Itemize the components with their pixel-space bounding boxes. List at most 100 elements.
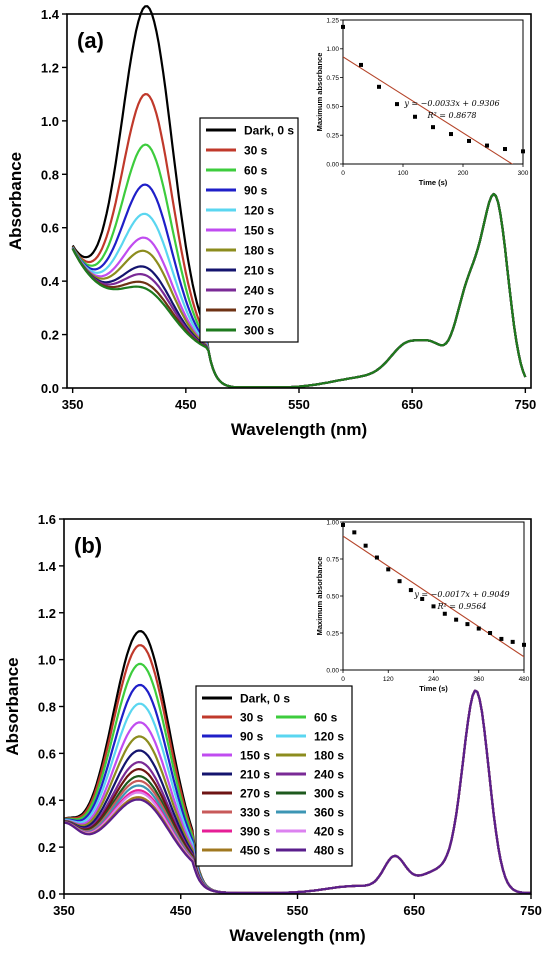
legend-entry: 180 s (244, 244, 274, 258)
x-tick-label: 650 (403, 903, 425, 918)
x-tick-label: 450 (175, 397, 197, 412)
inset-y-tick-label: 0.00 (326, 161, 339, 168)
legend-entry: 420 s (314, 825, 344, 839)
fit-line (343, 56, 514, 164)
y-tick-label: 1.4 (41, 7, 60, 22)
series-line (71, 192, 527, 389)
data-point (420, 596, 425, 601)
inset-y-tick-label: 0.00 (326, 667, 339, 674)
inset-y-tick-label: 1.00 (326, 519, 339, 526)
inset-x-tick-label: 0 (341, 170, 345, 177)
data-point (431, 125, 435, 130)
data-point (510, 639, 515, 644)
series-line (71, 192, 527, 389)
x-tick-label: 350 (53, 903, 75, 918)
legend-entry: 270 s (240, 787, 270, 801)
data-point (503, 147, 507, 152)
data-point (454, 617, 459, 622)
y-tick-label: 0.4 (41, 274, 60, 289)
legend-entry: Dark, 0 s (240, 692, 290, 706)
legend-entry: 270 s (244, 304, 274, 318)
fit-r2: R² = 0.9564 (436, 602, 486, 611)
legend-entry: 90 s (244, 184, 268, 198)
series-line (71, 192, 527, 389)
inset-y-axis-label: Maximum absorbance (315, 53, 324, 132)
inset-y-tick-label: 0.25 (326, 133, 339, 140)
inset-x-axis-label: Time (s) (419, 178, 448, 187)
inset-x-tick-label: 480 (519, 676, 530, 683)
inset-y-tick-label: 1.25 (326, 17, 339, 24)
y-axis-label: Absorbance (3, 657, 22, 755)
y-tick-label: 0.0 (41, 381, 59, 396)
data-point (485, 143, 489, 148)
series-line (71, 192, 527, 389)
inset-y-tick-label: 0.75 (326, 556, 339, 563)
series-line (71, 192, 527, 389)
legend-entry: 150 s (244, 224, 274, 238)
spectra (71, 5, 527, 389)
y-tick-label: 0.2 (41, 328, 59, 343)
y-tick-label: 0.2 (38, 840, 56, 855)
spectra (63, 630, 532, 895)
inset-x-axis-label: Time (s) (419, 684, 448, 693)
legend-entry: 480 s (314, 844, 344, 858)
legend-entry: 240 s (314, 768, 344, 782)
legend-entry: 240 s (244, 284, 274, 298)
data-point (359, 62, 363, 67)
legend-entry: 30 s (244, 144, 268, 158)
y-tick-label: 0.0 (38, 887, 56, 902)
data-point (395, 102, 399, 107)
data-point (377, 84, 381, 89)
fit-equation: y = −0.0033x + 0.9306 (403, 99, 499, 108)
x-tick-label: 650 (401, 397, 423, 412)
inset-x-tick-label: 120 (383, 676, 394, 683)
legend-entry: 30 s (240, 711, 264, 725)
y-tick-label: 0.8 (41, 167, 59, 182)
chart-panel-a: 350 450 550 650 750 0.0 0.2 0.4 0.6 0.8 1.0 1.2 1.4 W… (6, 5, 536, 439)
chart-panel-b: 350 450 550 650 750 0.0 0.2 0.4 0.6 0.8 1.0 1.2 1.4 1… (3, 512, 542, 945)
inset-y-tick-label: 0.25 (326, 630, 339, 637)
x-tick-label: 550 (287, 903, 309, 918)
legend-entry: 210 s (244, 264, 274, 278)
x-tick-label: 350 (62, 397, 84, 412)
inset-x-tick-label: 200 (458, 170, 469, 177)
legend-entry: 210 s (240, 768, 270, 782)
data-point (374, 555, 379, 560)
data-point (467, 138, 471, 143)
data-point (341, 24, 345, 29)
data-point (488, 631, 493, 635)
y-tick-label: 1.4 (38, 559, 57, 574)
inset-x-tick-label: 300 (518, 170, 529, 177)
inset-x-tick-label: 0 (341, 676, 345, 683)
fit-equation: y = −0.0017x + 0.9049 (413, 590, 509, 599)
x-axis-label: Wavelength (nm) (231, 420, 367, 439)
fit-r2: R² = 0.8678 (426, 111, 476, 120)
legend-entry: 60 s (314, 711, 338, 725)
data-point (352, 530, 357, 535)
y-tick-label: 0.6 (38, 746, 56, 761)
y-tick-label: 1.0 (38, 653, 56, 668)
x-tick-label: 750 (520, 903, 542, 918)
data-point (341, 522, 345, 527)
inset-x-tick-label: 360 (473, 676, 484, 683)
y-tick-label: 1.0 (41, 114, 59, 129)
x-tick-label: 450 (170, 903, 192, 918)
data-point (522, 642, 526, 647)
data-point (476, 626, 481, 631)
legend-entry: 360 s (314, 806, 344, 820)
data-point (397, 579, 402, 584)
legend-entry: 180 s (314, 749, 344, 763)
y-tick-label: 1.2 (38, 606, 56, 621)
data-point (413, 114, 417, 119)
legend-entry: 150 s (240, 749, 270, 763)
legend-entry: 300 s (314, 787, 344, 801)
legend-entry: Dark, 0 s (244, 124, 294, 138)
data-point (465, 622, 470, 627)
series-line (71, 192, 527, 389)
data-point (449, 132, 453, 137)
inset-y-tick-label: 1.00 (326, 46, 339, 53)
legend-entry: 390 s (240, 825, 270, 839)
data-point (408, 588, 413, 593)
inset-x-tick-label: 240 (428, 676, 439, 683)
